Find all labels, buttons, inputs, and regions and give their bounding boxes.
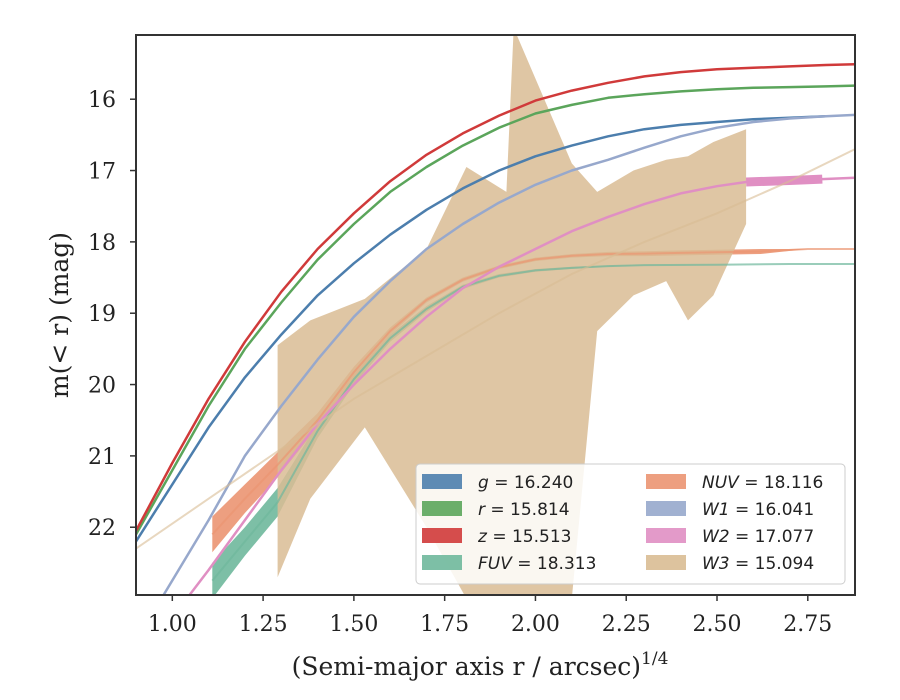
y-axis-title: m(< r) (mag) (45, 232, 74, 398)
y-tick-label: 21 (88, 445, 116, 470)
legend-label-value: = 18.116 (739, 473, 824, 493)
legend-swatch (646, 555, 686, 570)
legend-label-value: = 15.513 (487, 527, 572, 547)
legend-label-value: = 16.041 (730, 500, 815, 520)
legend-label: z = 15.513 (477, 527, 571, 547)
legend-label: W1 = 16.041 (702, 500, 814, 520)
legend-item-g: g = 16.240 (422, 473, 573, 493)
legend-label: r = 15.814 (478, 500, 570, 520)
legend-swatch (646, 474, 686, 489)
legend-label-var: z (477, 527, 488, 547)
x-axis-title-exponent: 1/4 (641, 649, 668, 669)
legend-swatch (422, 528, 462, 543)
y-tick-label: 22 (88, 516, 116, 541)
legend-label-value: = 18.313 (512, 554, 597, 574)
y-axis-ticks: 16 17 18 19 20 21 22 (88, 88, 136, 541)
legend-item-r: r = 15.814 (422, 500, 570, 520)
legend-label: W3 = 15.094 (702, 554, 814, 574)
series-r-line (136, 84, 855, 536)
legend-label-value: = 16.240 (489, 473, 574, 493)
band-layer (212, 35, 855, 595)
x-axis-title: (Semi-major axis r / arcsec)1/4 (292, 649, 669, 681)
legend-label-var: W3 (702, 554, 730, 574)
legend-swatch (646, 501, 686, 516)
x-tick-label: 1.25 (239, 612, 288, 637)
legend-swatch (646, 528, 686, 543)
legend-label-value: = 17.077 (730, 527, 815, 547)
series-w1-line (162, 113, 855, 595)
legend-swatch (422, 555, 462, 570)
x-tick-label: 2.25 (602, 612, 651, 637)
legend-label: g = 16.240 (478, 473, 573, 493)
legend-swatch (422, 501, 462, 516)
y-tick-label: 18 (88, 231, 116, 256)
x-tick-label: 1.50 (329, 612, 378, 637)
line-layer (136, 62, 855, 595)
legend-label-var: W1 (702, 500, 730, 520)
y-tick-label: 16 (88, 88, 116, 113)
legend-item-w2: W2 = 17.077 (646, 527, 814, 547)
plot-frame (135, 34, 856, 596)
y-tick-label: 19 (88, 302, 116, 327)
series-fuv-line (211, 263, 855, 582)
series-z-line (136, 62, 855, 532)
legend-label: NUV = 18.116 (702, 473, 823, 493)
legend-box (415, 463, 846, 585)
series-w3-line (136, 148, 855, 550)
x-tick-label: 1.00 (148, 612, 197, 637)
series-g-line (136, 115, 826, 543)
x-tick-label: 2.75 (783, 612, 832, 637)
legend-item-w1: W1 = 16.041 (646, 500, 814, 520)
y-tick-label: 20 (88, 374, 116, 399)
legend-label-var: r (478, 500, 486, 520)
legend-label-var: g (478, 473, 489, 493)
series-w2-line (187, 176, 855, 595)
legend-label-value: = 15.094 (730, 554, 815, 574)
x-tick-label: 2.50 (693, 612, 742, 637)
x-tick-label: 1.75 (420, 612, 469, 637)
legend-item-fuv: FUV = 18.313 (422, 554, 596, 574)
legend-label: W2 = 17.077 (702, 527, 814, 547)
x-tick-label: 2.00 (511, 612, 560, 637)
series-w3-band (277, 35, 747, 595)
legend-label-value: = 15.814 (485, 500, 570, 520)
legend-swatch (422, 474, 462, 489)
legend-label-var: W2 (702, 527, 730, 547)
y-tick-label: 17 (88, 160, 116, 185)
legend-label: FUV = 18.313 (478, 554, 596, 574)
series-w2-thick-segment (745, 174, 823, 187)
legend-item-z: z = 15.513 (422, 527, 571, 547)
x-axis-ticks: 1.00 1.25 1.50 1.75 2.00 2.25 2.50 2.75 (148, 595, 832, 637)
legend-label-var: NUV (702, 473, 740, 493)
legend-item-w3: W3 = 15.094 (646, 554, 814, 574)
x-axis-title-text: (Semi-major axis r / arcsec) (292, 652, 641, 681)
legend-item-nuv: NUV = 18.116 (646, 473, 823, 493)
legend-label-var: FUV (478, 554, 513, 574)
